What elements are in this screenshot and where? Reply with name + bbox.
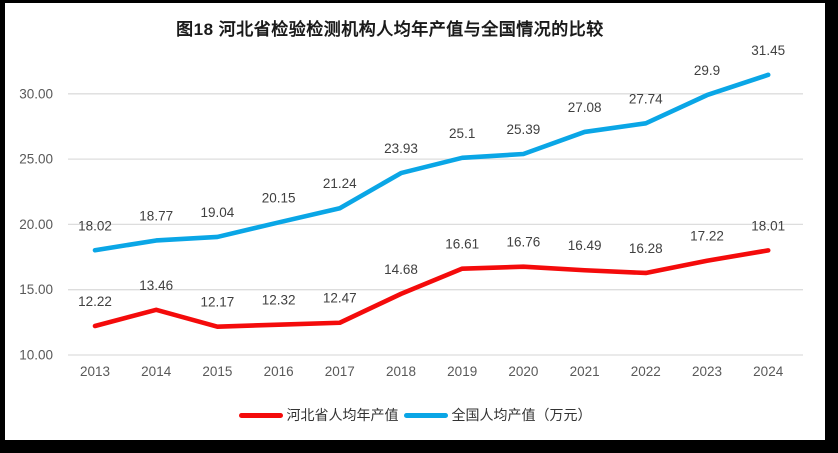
data-label: 19.04 <box>201 205 235 220</box>
data-label: 27.08 <box>568 100 602 115</box>
y-axis-tick-label: 25.00 <box>19 152 53 167</box>
chart-title: 图18 河北省检验检测机构人均年产值与全国情况的比较 <box>176 20 604 39</box>
data-label: 18.02 <box>78 218 112 233</box>
x-axis-tick-label: 2016 <box>264 364 294 379</box>
x-axis-tick-label: 2014 <box>141 364 172 379</box>
x-axis-tick-label: 2020 <box>508 364 538 379</box>
data-label: 12.22 <box>78 294 112 309</box>
legend-item-0: 河北省人均年产值 <box>238 405 399 425</box>
chart-legend: 河北省人均年产值 全国人均产值（万元） <box>5 405 825 425</box>
data-label: 12.47 <box>323 291 357 306</box>
legend-swatch-icon <box>403 412 448 418</box>
data-label: 13.46 <box>139 278 173 293</box>
data-label: 16.76 <box>507 235 541 250</box>
x-axis-tick-label: 2017 <box>325 364 355 379</box>
y-axis-tick-label: 10.00 <box>19 348 53 363</box>
legend-label: 河北省人均年产值 <box>286 407 399 423</box>
x-axis-tick-label: 2015 <box>202 364 232 379</box>
data-label: 31.45 <box>751 43 785 58</box>
series-line-0 <box>92 248 771 329</box>
data-label: 12.17 <box>201 295 235 310</box>
x-axis-tick-label: 2024 <box>753 364 784 379</box>
data-label: 21.24 <box>323 176 357 191</box>
y-axis-tick-label: 15.00 <box>19 282 53 297</box>
legend-swatch-icon <box>238 412 283 418</box>
data-label: 18.77 <box>139 208 173 223</box>
data-label: 16.61 <box>445 237 479 252</box>
y-axis-tick-label: 30.00 <box>19 86 53 101</box>
x-axis-tick-label: 2021 <box>570 364 600 379</box>
chart-canvas: 10.00 15.00 20.00 25.00 30.00 2013 2014 2015 201… <box>19 43 803 379</box>
data-label: 14.68 <box>384 262 418 277</box>
series-line-1 <box>92 72 771 253</box>
data-label: 27.74 <box>629 91 663 106</box>
data-label: 12.32 <box>262 293 296 308</box>
data-label: 25.39 <box>507 122 541 137</box>
legend-label: 全国人均产值（万元） <box>451 407 592 423</box>
x-axis-tick-label: 2023 <box>692 364 722 379</box>
data-label: 23.93 <box>384 141 418 156</box>
data-label: 20.15 <box>262 190 296 205</box>
data-label: 16.28 <box>629 241 663 256</box>
data-label: 17.22 <box>690 229 724 244</box>
data-label: 25.1 <box>449 126 475 141</box>
data-label: 18.01 <box>751 218 785 233</box>
data-label: 29.9 <box>694 63 720 78</box>
x-axis-tick-label: 2018 <box>386 364 416 379</box>
x-axis-tick-label: 2013 <box>80 364 110 379</box>
y-axis-tick-label: 20.00 <box>19 217 53 232</box>
x-axis-tick-label: 2019 <box>447 364 477 379</box>
legend-item-1: 全国人均产值（万元） <box>403 405 592 425</box>
data-label: 16.49 <box>568 238 602 253</box>
x-axis-tick-label: 2022 <box>631 364 661 379</box>
